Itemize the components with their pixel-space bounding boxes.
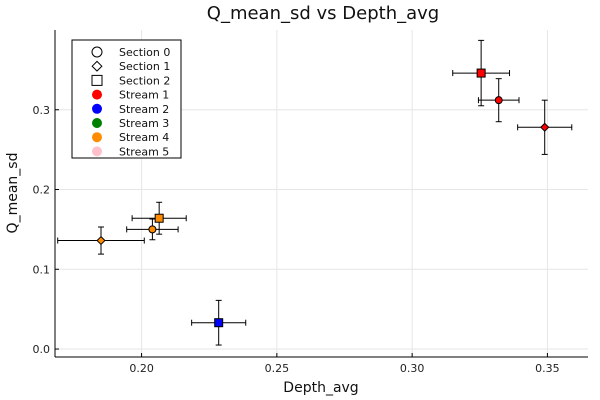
y-tick-label: 0.2 (33, 184, 51, 197)
legend-marker (92, 146, 102, 157)
legend-box (71, 39, 182, 159)
legend-item: Section 2 (91, 74, 170, 87)
data-point (148, 225, 157, 234)
legend-marker (91, 60, 103, 72)
legend-marker (91, 74, 103, 86)
legend-label: Section 2 (119, 74, 170, 87)
legend-item: Stream 3 (92, 117, 169, 130)
data-points (96, 68, 550, 328)
y-tick-label: 0.3 (33, 104, 51, 117)
chart-title: Q_mean_sd vs Depth_avg (207, 3, 439, 24)
x-tick-label: 0.20 (129, 362, 154, 375)
x-axis-label: Depth_avg (283, 380, 358, 396)
y-tick-label: 0.1 (33, 263, 51, 276)
x-tick-label: 0.25 (265, 362, 290, 375)
legend-item: Stream 4 (92, 131, 169, 144)
data-point (540, 122, 550, 132)
legend-label: Stream 3 (119, 117, 169, 130)
grid (55, 30, 588, 357)
legend-item: Stream 1 (92, 89, 169, 102)
legend-marker (91, 46, 103, 58)
legend-marker (92, 103, 102, 114)
axes (54, 30, 588, 358)
legend-item: Section 0 (91, 46, 170, 59)
data-point (96, 235, 106, 246)
data-point (476, 68, 486, 78)
ticks: 0.20 0.25 0.30 0.35 0.0 0.1 0.2 0.3 (33, 104, 560, 375)
legend-label: Stream 5 (119, 145, 169, 158)
legend-marker (92, 89, 102, 100)
legend-marker (92, 118, 102, 128)
legend-label: Stream 1 (119, 89, 169, 102)
legend-label: Stream 4 (119, 131, 169, 144)
data-point (494, 96, 503, 105)
legend-marker (92, 132, 102, 143)
legend-label: Stream 2 (119, 103, 169, 116)
legend-item: Section 1 (91, 60, 170, 73)
legend-label: Section 0 (119, 46, 170, 59)
legend-item: Stream 5 (92, 145, 169, 158)
legend-item: Stream 2 (92, 103, 169, 116)
y-axis-label: Q_mean_sd (5, 153, 21, 234)
data-point (154, 213, 164, 223)
y-tick-label: 0.0 (33, 343, 51, 356)
x-tick-label: 0.35 (535, 362, 560, 375)
data-point (214, 318, 224, 328)
legend-label: Section 1 (119, 60, 170, 73)
x-tick-label: 0.30 (400, 362, 425, 375)
